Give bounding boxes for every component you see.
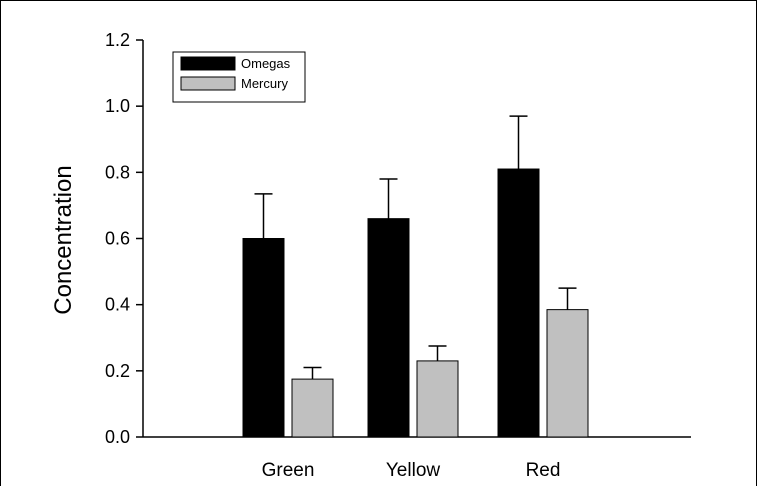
y-tick-label: 0.0 <box>105 427 130 447</box>
y-tick-label: 1.0 <box>105 96 130 116</box>
category-label-green: Green <box>262 460 315 481</box>
bar-omegas-red <box>497 168 540 438</box>
bar-omegas-green <box>242 238 285 438</box>
bar-mercury-yellow <box>416 360 459 438</box>
axes: 0.0 0.2 0.4 0.6 0.8 1.0 1.2 <box>105 30 691 447</box>
bar-omegas-yellow <box>367 218 410 438</box>
y-tick-label: 0.2 <box>105 361 130 381</box>
bar-mercury-green <box>291 378 334 438</box>
error-bars <box>254 115 577 380</box>
legend-swatch-mercury <box>180 76 236 91</box>
y-tick-label: 0.8 <box>105 162 130 182</box>
bars <box>242 168 589 438</box>
legend-swatch-omegas <box>180 56 236 71</box>
category-label-red: Red <box>526 460 561 481</box>
y-axis-title: Concentration <box>50 165 77 314</box>
y-tick-label: 1.2 <box>105 30 130 50</box>
legend-label-omegas: Omegas <box>241 56 291 71</box>
category-label-yellow: Yellow <box>386 460 441 481</box>
y-tick-label: 0.6 <box>105 229 130 249</box>
category-labels: Green Yellow Red <box>262 460 561 481</box>
y-tick-label: 0.4 <box>105 295 130 315</box>
legend: Omegas Mercury <box>172 51 306 103</box>
bar-mercury-red <box>546 309 589 438</box>
legend-label-mercury: Mercury <box>241 76 288 91</box>
y-ticks: 0.0 0.2 0.4 0.6 0.8 1.0 1.2 <box>105 30 143 447</box>
